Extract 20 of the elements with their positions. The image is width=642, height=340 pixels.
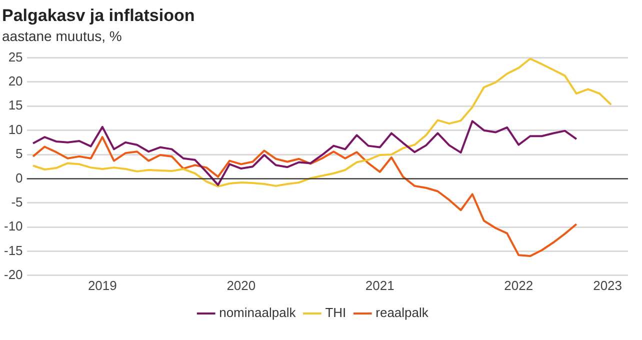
legend-label: nominaalpalk <box>219 305 296 320</box>
x-tick-label: 2020 <box>226 278 256 293</box>
y-tick-label: 5 <box>16 146 23 162</box>
y-tick-label: 20 <box>8 74 23 89</box>
chart-subtitle: aastane muutus, % <box>1 28 123 44</box>
y-tick-label: -5 <box>11 194 23 210</box>
y-tick-label: 10 <box>8 122 23 137</box>
y-tick-label: -15 <box>4 242 23 258</box>
y-tick-label: 0 <box>16 170 23 186</box>
x-tick-label: 2022 <box>504 278 534 293</box>
legend-label: reaalpalk <box>376 305 429 320</box>
x-tick-label: 2019 <box>88 278 117 293</box>
y-tick-label: 15 <box>8 98 23 113</box>
y-tick-label: -10 <box>4 218 23 234</box>
y-tick-label: 25 <box>8 49 23 64</box>
x-tick-label: 2023 <box>593 278 622 293</box>
legend-label: THI <box>325 305 346 320</box>
chart-title: Palgakasv ja inflatsioon <box>1 6 196 26</box>
x-tick-label: 2021 <box>365 278 394 293</box>
y-tick-label: -20 <box>4 266 23 282</box>
